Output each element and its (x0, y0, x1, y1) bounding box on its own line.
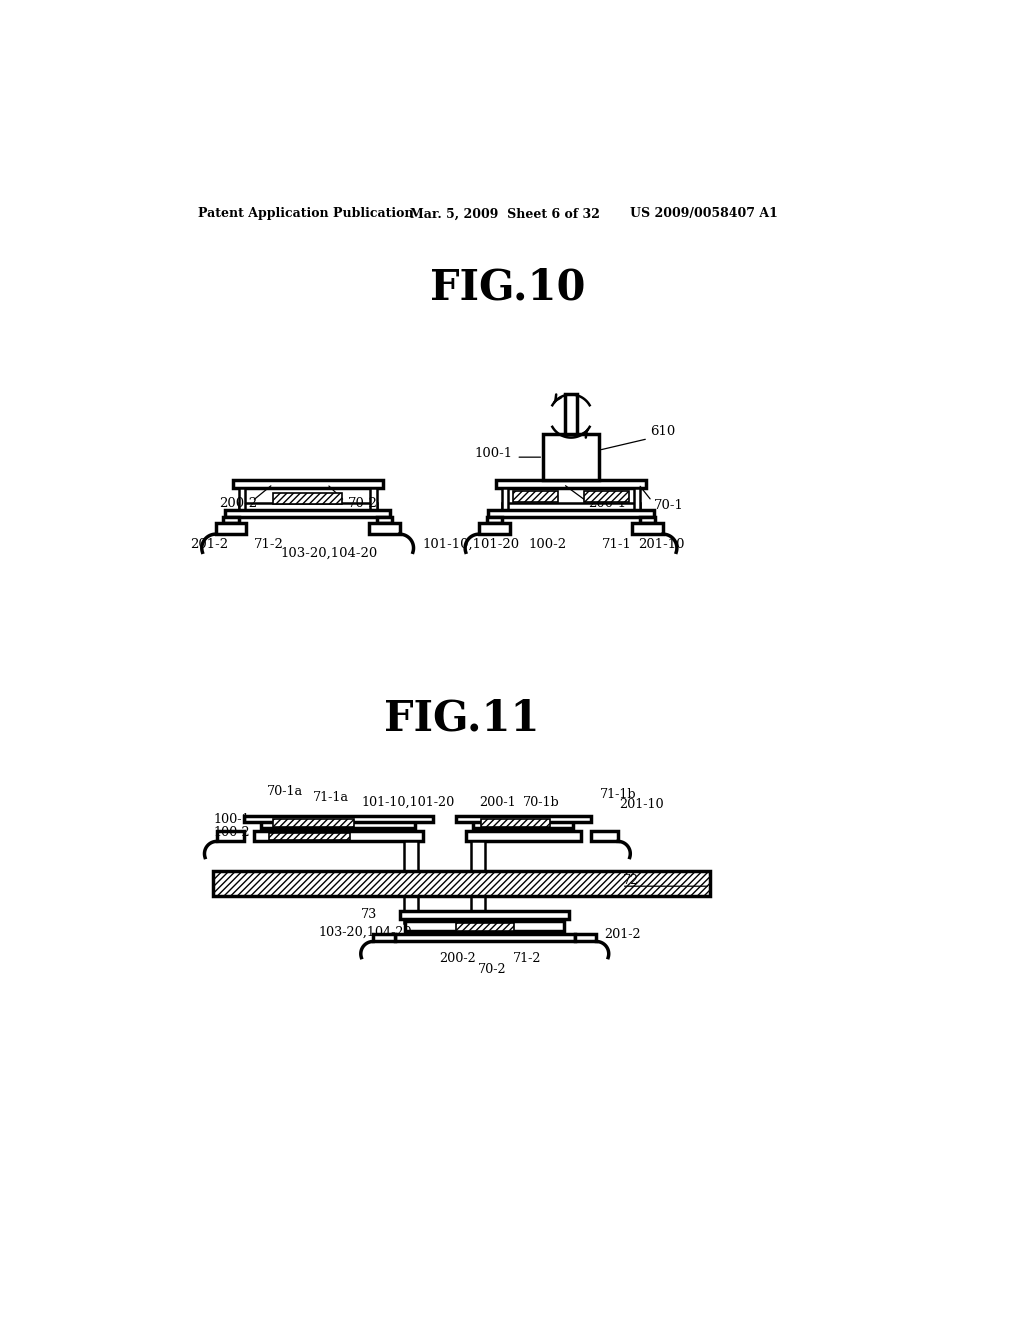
Bar (640, 517, 655, 524)
Bar (217, 832, 244, 841)
Text: 201-2: 201-2 (604, 928, 641, 941)
Bar (254, 832, 423, 841)
Text: 70-1a: 70-1a (266, 785, 303, 799)
Bar (456, 923, 514, 931)
Text: US 2009/0058407 A1: US 2009/0058407 A1 (630, 207, 777, 220)
Text: 200-2: 200-2 (219, 498, 257, 511)
Text: 200-1: 200-1 (479, 796, 515, 809)
Bar (502, 503, 640, 510)
Text: 71-2: 71-2 (513, 952, 542, 965)
Bar (591, 832, 617, 841)
Bar (403, 896, 418, 923)
Text: 610: 610 (650, 425, 676, 438)
Bar (473, 817, 573, 829)
Bar (225, 510, 390, 517)
Bar (269, 833, 350, 840)
Bar (481, 818, 550, 826)
Bar (574, 933, 596, 941)
Bar (261, 817, 416, 829)
Text: 70-1: 70-1 (653, 499, 683, 512)
Bar (584, 491, 629, 502)
Bar (273, 494, 342, 504)
Bar (406, 921, 564, 932)
Bar (486, 517, 502, 524)
Bar (244, 816, 433, 822)
Bar (239, 503, 377, 510)
Bar (456, 923, 514, 931)
Bar (481, 818, 550, 826)
Bar (513, 491, 558, 502)
Bar (239, 488, 245, 510)
Bar (216, 524, 247, 535)
Text: Patent Application Publication: Patent Application Publication (199, 207, 414, 220)
Bar (273, 818, 354, 826)
Bar (373, 933, 394, 941)
Bar (502, 488, 508, 510)
Text: 70-2: 70-2 (348, 498, 378, 511)
Text: 103-20,104-20: 103-20,104-20 (318, 927, 413, 939)
Bar (273, 818, 354, 826)
Bar (377, 517, 392, 524)
Text: 200-2: 200-2 (439, 952, 476, 965)
Bar (634, 488, 640, 510)
Bar (269, 833, 350, 840)
Bar (403, 841, 418, 871)
Text: Mar. 5, 2009  Sheet 6 of 32: Mar. 5, 2009 Sheet 6 of 32 (410, 207, 600, 220)
Text: 70-1b: 70-1b (522, 796, 559, 809)
Text: FIG.10: FIG.10 (430, 267, 586, 309)
Bar (213, 871, 710, 896)
Bar (565, 395, 578, 434)
Text: 70-2: 70-2 (478, 964, 507, 975)
Text: 201-10: 201-10 (620, 797, 665, 810)
Bar (232, 480, 383, 488)
Text: 201-2: 201-2 (190, 539, 228, 550)
Bar (584, 491, 629, 502)
Bar (471, 841, 484, 871)
Bar (273, 494, 342, 504)
Bar (223, 517, 239, 524)
Text: 100-2: 100-2 (528, 539, 567, 550)
Bar (632, 524, 663, 535)
Bar (466, 832, 581, 841)
Text: 71-1b: 71-1b (600, 788, 637, 801)
Text: 101-10,101-20: 101-10,101-20 (422, 539, 519, 550)
Bar (394, 933, 574, 941)
Bar (213, 871, 710, 896)
Bar (400, 912, 569, 919)
Text: 101-10,101-20: 101-10,101-20 (361, 796, 455, 809)
Bar (371, 488, 377, 510)
Text: 100-1: 100-1 (474, 447, 512, 461)
Bar (456, 816, 591, 822)
Text: 72: 72 (624, 874, 640, 887)
Bar (496, 480, 646, 488)
Text: 100-2: 100-2 (213, 826, 250, 840)
Text: 71-1: 71-1 (602, 539, 632, 550)
Text: 71-1a: 71-1a (312, 792, 349, 804)
Text: FIG.11: FIG.11 (384, 698, 540, 741)
Text: 200-1: 200-1 (588, 498, 626, 511)
Bar (479, 524, 510, 535)
Bar (513, 491, 558, 502)
Bar (471, 896, 484, 923)
Text: 73: 73 (361, 908, 378, 920)
Bar (369, 524, 399, 535)
Bar (544, 434, 599, 480)
Text: 100-1: 100-1 (213, 813, 250, 826)
Text: 103-20,104-20: 103-20,104-20 (281, 548, 378, 560)
Bar (488, 510, 653, 517)
Text: 201-10: 201-10 (639, 539, 685, 550)
Text: 71-2: 71-2 (254, 539, 284, 550)
